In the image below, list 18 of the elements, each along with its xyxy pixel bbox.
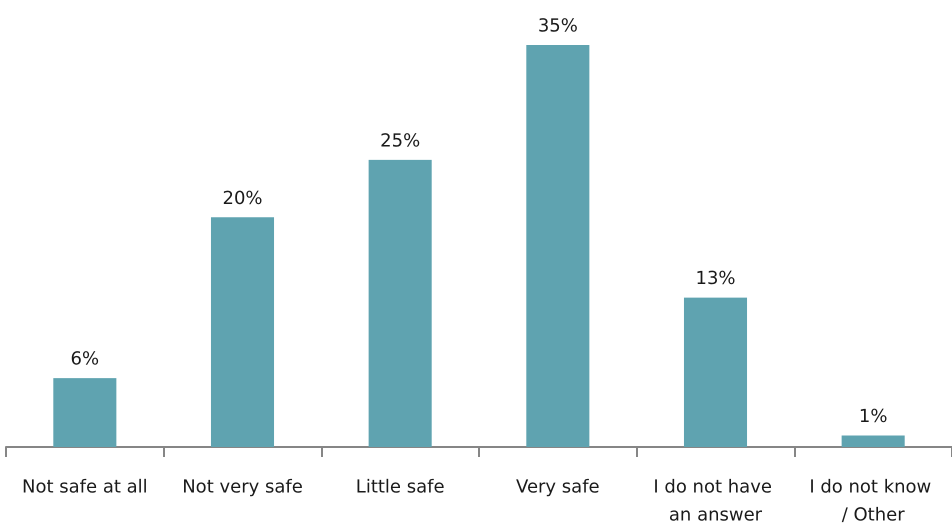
data-label: 13% <box>695 268 736 290</box>
x-tick-label: Not very safe <box>182 476 303 498</box>
x-tick-label: Very safe <box>516 476 600 498</box>
bar <box>368 160 432 447</box>
data-label: 20% <box>222 188 263 209</box>
data-label: 1% <box>858 406 888 428</box>
bar <box>53 378 116 447</box>
x-tick-label: I do not know / Other <box>809 476 938 526</box>
data-label: 35% <box>538 16 578 36</box>
bar <box>526 45 590 447</box>
bar <box>210 217 274 447</box>
x-tick-label: Little safe <box>356 476 445 498</box>
data-label: 6% <box>70 348 100 370</box>
bar <box>842 436 905 447</box>
bar <box>684 298 748 447</box>
data-label: 25% <box>380 130 420 152</box>
x-tick-label: Not safe at all <box>22 476 148 498</box>
x-tick-label: I do not have an answer <box>653 476 778 526</box>
